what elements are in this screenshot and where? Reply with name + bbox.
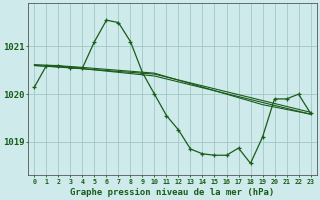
X-axis label: Graphe pression niveau de la mer (hPa): Graphe pression niveau de la mer (hPa) xyxy=(70,188,275,197)
